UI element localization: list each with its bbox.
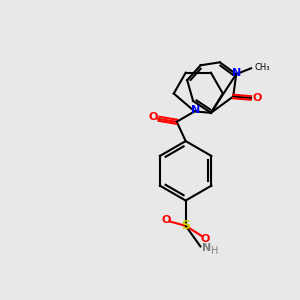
Text: S: S xyxy=(181,219,190,232)
Text: O: O xyxy=(149,112,158,122)
Text: N: N xyxy=(190,105,200,115)
Text: O: O xyxy=(253,93,262,103)
Text: O: O xyxy=(201,234,210,244)
Text: H: H xyxy=(211,246,218,256)
Text: CH₃: CH₃ xyxy=(255,63,270,72)
Text: N: N xyxy=(232,68,242,78)
Text: O: O xyxy=(161,215,170,225)
Text: N: N xyxy=(202,243,211,253)
